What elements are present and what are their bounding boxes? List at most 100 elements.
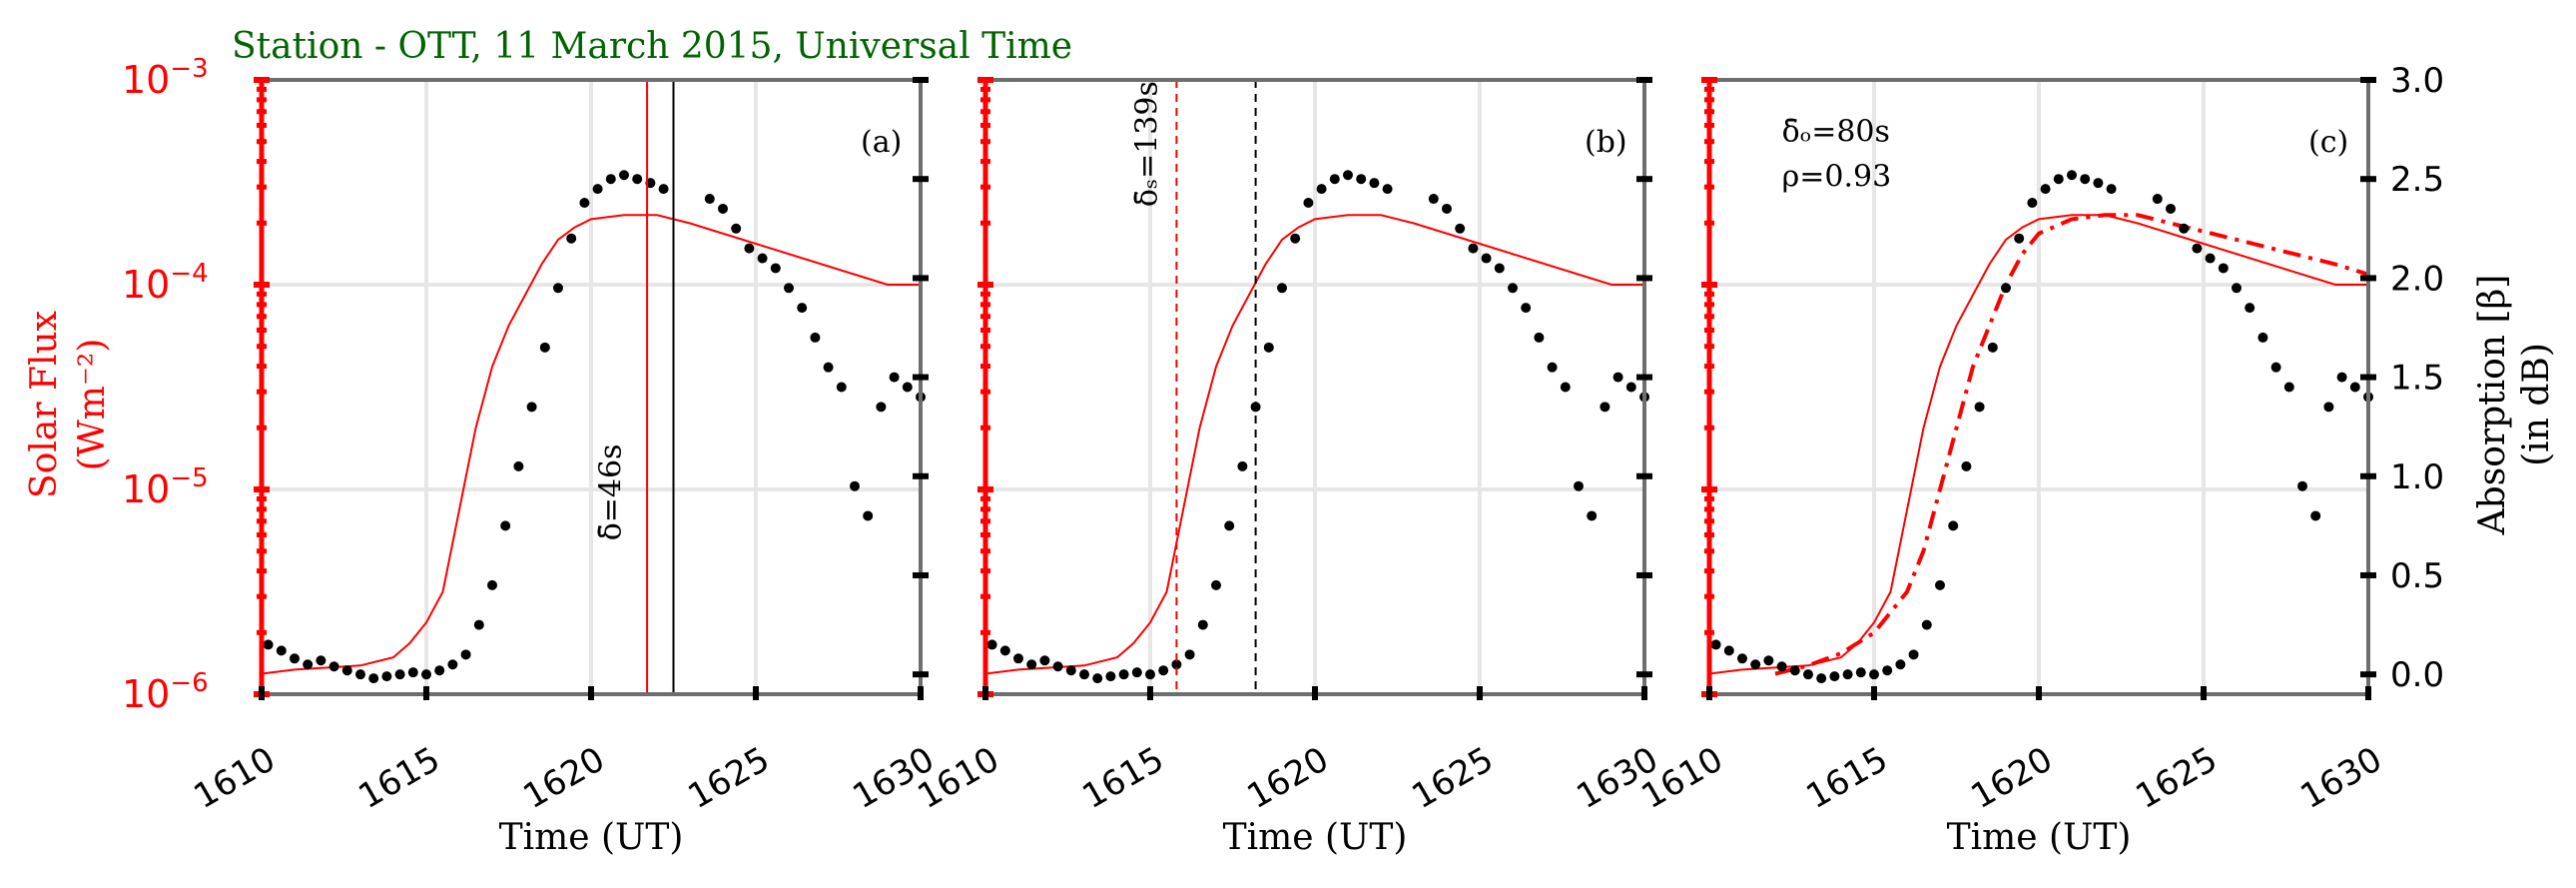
absorption-point <box>1789 665 1800 676</box>
right-tick-label: 2.5 <box>2390 160 2444 200</box>
absorption-point <box>1237 460 1248 471</box>
absorption-point <box>1197 619 1208 630</box>
absorption-point <box>2297 480 2307 491</box>
absorption-point <box>744 243 755 254</box>
absorption-point <box>1171 659 1182 670</box>
absorption-point <box>1948 520 1959 531</box>
absorption-point <box>1574 480 1584 491</box>
absorption-point <box>2283 382 2294 393</box>
absorption-point <box>1855 667 1866 678</box>
left-tick-label: 10−6 <box>122 668 209 716</box>
x-tick-label: 1610 <box>188 739 283 817</box>
absorption-point <box>1521 303 1532 314</box>
panels: δ̄=46s (a) 1610 1615 1620 1625 1630 Time (UT) 10… <box>122 54 2444 858</box>
absorption-point <box>2106 184 2117 195</box>
absorption-point <box>863 510 874 521</box>
absorption-point <box>2014 233 2025 244</box>
absorption-point <box>658 184 669 195</box>
absorption-point <box>1723 645 1734 656</box>
absorption-point <box>1908 649 1919 660</box>
absorption-point <box>1013 653 1023 664</box>
absorption-point <box>810 332 821 343</box>
right-tick-label: 0.5 <box>2390 556 2444 596</box>
absorption-point <box>434 665 445 676</box>
left-tick-exponent: −5 <box>170 463 208 493</box>
flux-line-dashdot <box>1774 213 2369 676</box>
absorption-point <box>1343 170 1353 181</box>
delay-annotation: δ̄ₒ=80s <box>1782 115 1890 150</box>
absorption-point <box>1442 203 1452 214</box>
absorption-point <box>2152 194 2163 205</box>
absorption-point <box>1131 667 1142 678</box>
absorption-point <box>2270 362 2281 373</box>
absorption-point <box>2323 402 2334 413</box>
absorption-point <box>1329 174 1340 185</box>
absorption-point <box>2027 198 2038 208</box>
absorption-point <box>1763 655 1774 666</box>
left-tick-exponent: −6 <box>170 668 208 698</box>
absorption-point <box>1534 332 1545 343</box>
right-tick-label: 3.0 <box>2390 61 2444 101</box>
absorption-point <box>421 669 431 680</box>
absorption-point <box>579 198 590 208</box>
absorption-point <box>1263 342 1274 353</box>
absorption-point <box>1455 223 1466 234</box>
absorption-point <box>1895 659 1906 670</box>
absorption-point <box>460 649 471 660</box>
absorption-point <box>526 402 537 413</box>
x-tick-label: 1620 <box>517 739 612 817</box>
absorption-point <box>1869 669 1879 680</box>
left-tick-exponent: −4 <box>170 259 208 289</box>
absorption-point <box>2080 174 2091 185</box>
absorption-point <box>1935 579 1945 590</box>
absorption-point <box>381 671 392 682</box>
absorption-point <box>303 659 314 670</box>
absorption-point <box>731 223 742 234</box>
absorption-point <box>2232 283 2242 294</box>
left-tick-base: 10 <box>122 263 170 307</box>
left-tick-base: 10 <box>122 672 170 716</box>
absorption-point <box>513 460 524 471</box>
absorption-point <box>2053 174 2064 185</box>
absorption-point <box>889 372 900 383</box>
absorption-point <box>1974 402 1985 413</box>
absorption-point <box>2349 382 2360 393</box>
absorption-point <box>1987 342 1998 353</box>
absorption-point <box>1882 665 1893 676</box>
left-tick-label: 10−3 <box>122 54 209 102</box>
absorption-point <box>2166 203 2176 214</box>
absorption-point <box>1494 263 1505 274</box>
absorption-point <box>263 639 274 650</box>
absorption-point <box>797 303 808 314</box>
absorption-point <box>1750 659 1761 670</box>
right-tick-label: 2.0 <box>2390 259 2444 299</box>
absorption-point <box>1921 619 1932 630</box>
absorption-point <box>1290 233 1301 244</box>
x-tick-label: 1620 <box>1965 739 2060 817</box>
absorption-point <box>876 402 887 413</box>
right-tick-label: 0.0 <box>2390 655 2444 695</box>
absorption-point <box>902 382 913 393</box>
absorption-point <box>2001 283 2011 294</box>
absorption-point <box>2218 263 2229 274</box>
absorption-point <box>619 170 629 181</box>
left-tick-base: 10 <box>122 467 170 511</box>
absorption-point <box>341 665 352 676</box>
absorption-point <box>2192 243 2203 254</box>
x-tick-label: 1615 <box>352 739 447 817</box>
absorption-point <box>632 174 643 185</box>
absorption-point <box>539 342 550 353</box>
absorption-point <box>1039 655 1050 666</box>
absorption-point <box>1211 579 1221 590</box>
absorption-point <box>1612 372 1623 383</box>
absorption-point <box>1560 382 1571 393</box>
absorption-point <box>784 283 794 294</box>
delay-annotation: δ̄ₛ=139s <box>1130 81 1165 207</box>
absorption-point <box>2067 170 2077 181</box>
absorption-point <box>2093 178 2104 189</box>
absorption-point <box>1842 669 1853 680</box>
absorption-point <box>1600 402 1610 413</box>
